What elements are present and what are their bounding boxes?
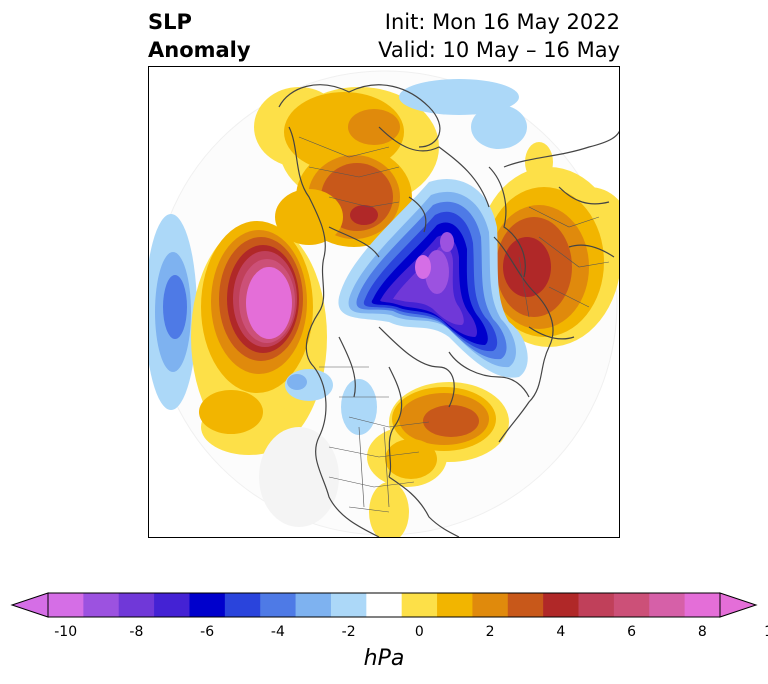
title-line-2: Anomaly [148, 38, 251, 62]
title-line-1: SLP [148, 10, 192, 34]
colorbar-cell [472, 593, 509, 617]
colorbar-cell [437, 593, 473, 617]
colorbar-cell [401, 593, 438, 617]
colorbar-cell [507, 593, 544, 617]
colorbar-cell [649, 593, 686, 617]
colorbar-cell [543, 593, 580, 617]
anomaly-map [149, 70, 619, 537]
coastlines [278, 84, 619, 537]
colorbar-cell [224, 593, 261, 617]
map-panel [148, 66, 620, 538]
colorbar-tick-label: 6 [627, 624, 637, 640]
colorbar-extend-high [719, 592, 758, 618]
high-anomaly-eastern-na [367, 382, 509, 537]
colorbar-cell [330, 593, 367, 617]
colorbar-cell [578, 593, 615, 617]
colorbar-cell [154, 593, 190, 617]
low-anomaly-arctic-siberia [399, 79, 527, 149]
colorbar-tick-label: 0 [414, 624, 424, 640]
init-date: Init: Mon 16 May 2022 [384, 10, 620, 34]
high-anomaly-siberia [254, 87, 439, 247]
colorbar-cell [118, 593, 155, 617]
colorbar-cell [83, 593, 120, 617]
colorbar-tick-label: 2 [485, 624, 495, 640]
date-info: Init: Mon 16 May 2022 Valid: 10 May – 16… [378, 8, 620, 64]
colorbar [10, 592, 758, 618]
low-anomaly-pacific-west [149, 214, 197, 410]
colorbar-tick-label: -6 [200, 624, 215, 640]
colorbar-tick-label: 8 [697, 624, 707, 640]
map-title: SLP Anomaly [148, 8, 251, 64]
colorbar-cell [366, 593, 403, 617]
country-borders [298, 136, 610, 513]
colorbar-unit: hPa [363, 646, 405, 671]
low-anomaly-hudson [285, 369, 377, 435]
colorbar-extend-low [10, 592, 49, 618]
colorbar-border [47, 592, 721, 618]
neutral-region [259, 427, 339, 527]
valid-range: Valid: 10 May – 16 May [378, 38, 620, 62]
colorbar-tick-label: 4 [556, 624, 566, 640]
colorbar-cell [684, 593, 721, 617]
colorbar-tick-label: -4 [270, 624, 285, 640]
colorbar-tick-label: -2 [341, 624, 356, 640]
colorbar-cell [613, 593, 650, 617]
low-anomaly-polar [338, 179, 528, 378]
colorbar-cell [189, 593, 226, 617]
colorbar-tick-label: -10 [54, 624, 78, 640]
colorbar-cell [260, 593, 297, 617]
colorbar-cell [295, 593, 332, 617]
colorbar-tick-label: 10 [764, 624, 768, 640]
colorbar-tick-label: -8 [129, 624, 144, 640]
colorbar-cell [48, 593, 84, 617]
